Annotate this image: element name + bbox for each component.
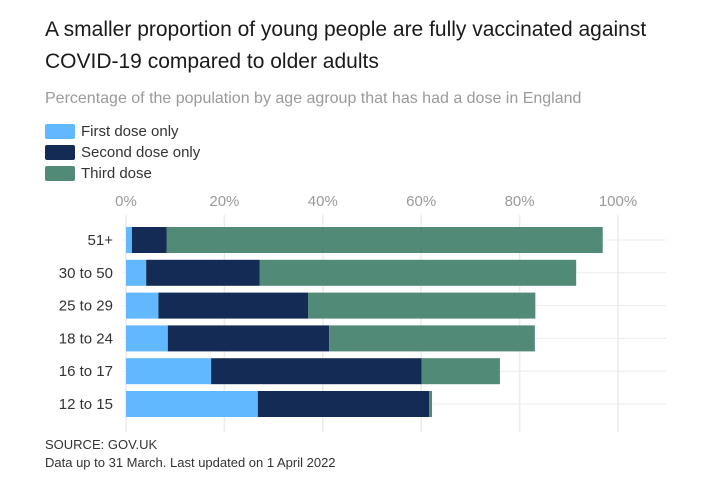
y-category-label: 30 to 50 xyxy=(59,265,113,282)
legend-item-third-dose: Third dose xyxy=(45,163,200,184)
y-category-label: 16 to 17 xyxy=(59,363,113,380)
bar-third-dose xyxy=(166,227,603,253)
bar-second-dose xyxy=(167,325,330,352)
legend-item-second-dose: Second dose only xyxy=(45,142,200,163)
bar-second-dose xyxy=(146,259,260,286)
legend-swatch-third-dose xyxy=(45,166,75,181)
legend-item-first-dose: First dose only xyxy=(45,121,200,142)
legend-label: Second dose only xyxy=(81,144,201,161)
legend-swatch-first-dose xyxy=(45,124,75,139)
bar-third-dose xyxy=(308,292,536,319)
bar-second-dose xyxy=(131,227,167,253)
x-tick-label: 20% xyxy=(209,193,239,210)
legend-label: First dose only xyxy=(81,123,179,140)
y-category-label: 51+ xyxy=(88,232,114,249)
x-tick-label: 40% xyxy=(308,193,338,210)
x-tick-label: 100% xyxy=(599,193,637,210)
footnote-text: Data up to 31 March. Last updated on 1 A… xyxy=(45,455,336,470)
x-tick-label: 0% xyxy=(115,193,137,210)
y-category-label: 18 to 24 xyxy=(59,330,113,347)
bar-second-dose xyxy=(158,292,309,319)
footer: SOURCE: GOV.UK Data up to 31 March. Last… xyxy=(45,436,336,472)
bar-second-dose xyxy=(257,391,430,417)
bar-first-dose xyxy=(126,325,168,352)
chart-subtitle: Percentage of the population by age agro… xyxy=(45,90,582,107)
bar-first-dose xyxy=(126,391,258,417)
legend-swatch-second-dose xyxy=(45,145,75,160)
bar-third-dose xyxy=(329,325,535,352)
bar-first-dose xyxy=(126,292,159,319)
bar-first-dose xyxy=(126,227,132,253)
y-category-label: 25 to 29 xyxy=(59,298,113,315)
x-tick-label: 80% xyxy=(505,193,535,210)
bar-first-dose xyxy=(126,358,212,385)
legend: First dose only Second dose only Third d… xyxy=(45,121,200,184)
x-tick-label: 60% xyxy=(406,193,436,210)
y-category-label: 12 to 15 xyxy=(59,396,113,413)
legend-label: Third dose xyxy=(81,165,152,182)
bar-first-dose xyxy=(126,259,147,286)
chart-title: A smaller proportion of young people are… xyxy=(45,18,647,73)
bar-third-dose xyxy=(421,358,500,385)
bar-second-dose xyxy=(211,358,422,385)
bar-third-dose xyxy=(259,259,577,286)
bar-third-dose xyxy=(429,391,433,417)
source-text: SOURCE: GOV.UK xyxy=(45,437,158,452)
